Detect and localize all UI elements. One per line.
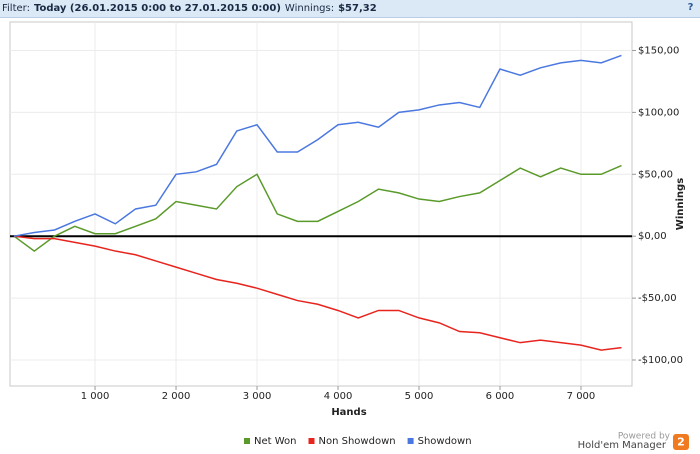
- filter-bar: Filter: Today (26.01.2015 0:00 to 27.01.2…: [0, 0, 700, 18]
- filter-value: Today (26.01.2015 0:00 to 27.01.2015 0:0…: [33, 3, 281, 14]
- x-tick-label: 2 000: [162, 391, 191, 402]
- y-tick-label: -$50,00: [638, 293, 677, 304]
- legend-swatch: [407, 438, 414, 444]
- brand-name: Hold'em Manager: [578, 440, 667, 451]
- x-tick-label: 7 000: [567, 391, 596, 402]
- series-line: [13, 235, 622, 351]
- filter-label: Filter:: [2, 3, 30, 14]
- legend-label: Net Won: [254, 436, 297, 447]
- x-axis-title: Hands: [331, 407, 366, 418]
- x-tick-label: 5 000: [405, 391, 434, 402]
- legend-label: Non Showdown: [319, 436, 396, 447]
- winnings-label: Winnings:: [284, 3, 335, 14]
- y-tick-label: $0,00: [638, 231, 667, 242]
- x-tick-label: 1 000: [81, 391, 110, 402]
- brand-badge-text: 2: [677, 436, 685, 449]
- y-axis-title: Winnings: [675, 178, 686, 230]
- y-tick-label: $150,00: [638, 45, 679, 56]
- winnings-value: $57,32: [338, 3, 377, 14]
- legend-swatch: [244, 438, 250, 444]
- legend-label: Showdown: [418, 436, 472, 447]
- x-tick-label: 6 000: [486, 391, 515, 402]
- y-tick-label: $100,00: [638, 107, 679, 118]
- y-tick-label: -$100,00: [638, 355, 683, 366]
- series-line: [13, 54, 622, 237]
- help-button[interactable]: ?: [687, 2, 694, 13]
- legend-swatch: [308, 438, 315, 444]
- brand-badge: [673, 434, 689, 450]
- y-tick-label: $50,00: [638, 169, 673, 180]
- x-tick-label: 3 000: [243, 391, 272, 402]
- x-tick-label: 4 000: [324, 391, 353, 402]
- series-line: [13, 164, 622, 252]
- powered-by: Powered by: [618, 432, 671, 442]
- plot-area: [9, 21, 633, 387]
